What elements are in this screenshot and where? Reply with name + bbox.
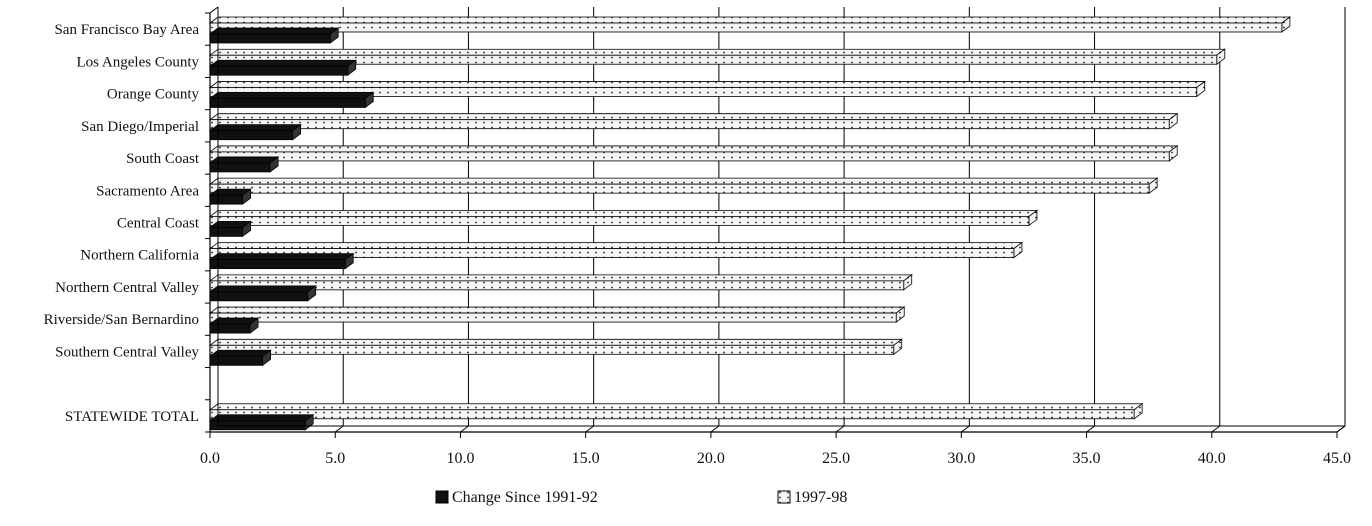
category-label: San Francisco Bay Area <box>54 22 199 38</box>
gridline-floor <box>585 425 594 433</box>
category-label: San Diego/Imperial <box>81 119 199 135</box>
x-tick-label: 45.0 <box>1323 450 1351 467</box>
floor-right-edge <box>1336 425 1346 433</box>
bars-layer <box>208 16 1292 431</box>
bar-change-since-1991-92 <box>208 188 252 205</box>
category-label: Northern California <box>80 248 199 264</box>
category-label: South Coast <box>126 151 200 167</box>
x-tick-label: 15.0 <box>572 450 600 467</box>
category-label: Los Angeles County <box>77 54 200 70</box>
gridline-floor <box>1211 425 1221 433</box>
gridline-floor <box>961 425 970 433</box>
legend-label: Change Since 1991-92 <box>452 489 598 506</box>
bar-change-since-1991-92 <box>208 349 272 367</box>
gridline-floor <box>835 425 845 433</box>
x-tick-label: 10.0 <box>446 450 474 467</box>
category-label: Southern Central Valley <box>55 344 199 360</box>
category-label: Orange County <box>107 87 200 103</box>
bar-change-since-1991-92 <box>208 252 355 270</box>
bar-1997-98 <box>208 241 1024 259</box>
bar-1997-98 <box>208 80 1206 98</box>
category-label: Northern Central Valley <box>55 280 199 296</box>
legend-swatch <box>435 490 449 504</box>
bar-1997-98 <box>208 306 906 323</box>
category-label: STATEWIDE TOTAL <box>65 409 199 425</box>
legend-label: 1997-98 <box>794 489 847 506</box>
category-label: Riverside/San Bernardino <box>44 312 199 328</box>
gridline-floor <box>334 425 344 433</box>
bar-change-since-1991-92 <box>208 156 280 173</box>
bar-change-since-1991-92 <box>208 413 315 431</box>
bar-change-since-1991-92 <box>208 59 357 77</box>
bar-change-since-1991-92 <box>208 123 302 141</box>
gridline-floor <box>1086 425 1095 433</box>
bar-change-since-1991-92 <box>208 317 260 334</box>
bar-change-since-1991-92 <box>208 91 375 109</box>
bar-1997-98 <box>208 209 1039 227</box>
bar-change-since-1991-92 <box>208 285 317 302</box>
legend-swatch <box>777 490 791 504</box>
legend: Change Since 1991-92 1997-98 <box>435 489 847 506</box>
x-tick-label: 35.0 <box>1073 450 1101 467</box>
x-tick-label: 25.0 <box>822 450 850 467</box>
bar-change-since-1991-92 <box>208 220 252 238</box>
category-label: Sacramento Area <box>96 183 199 199</box>
x-tick-label: 30.0 <box>947 450 975 467</box>
bar-change-since-1991-92 <box>208 27 340 44</box>
category-label: Central Coast <box>117 216 200 232</box>
bar-1997-98 <box>208 16 1292 33</box>
bar-1997-98 <box>208 145 1179 162</box>
bar-1997-98 <box>208 177 1159 194</box>
y-axis-depth <box>209 6 219 14</box>
bar-1997-98 <box>208 48 1226 66</box>
bar-1997-98 <box>208 402 1144 420</box>
x-tick-label: 0.0 <box>200 450 220 467</box>
bar-1997-98 <box>208 112 1179 130</box>
x-tick-label: 5.0 <box>325 450 345 467</box>
x-tick-label: 20.0 <box>697 450 725 467</box>
gridline-floor <box>710 425 720 433</box>
bar-1997-98 <box>208 338 903 356</box>
legend-item: 1997-98 <box>777 489 847 506</box>
axis-layer: 0.0 5.0 10.0 15.0 20.0 25.0 30.0 35.0 40.0 45.0 Sa… <box>44 6 1351 467</box>
x-tick-label: 40.0 <box>1198 450 1226 467</box>
legend-item: Change Since 1991-92 <box>435 489 598 506</box>
gridline-floor <box>460 425 469 433</box>
